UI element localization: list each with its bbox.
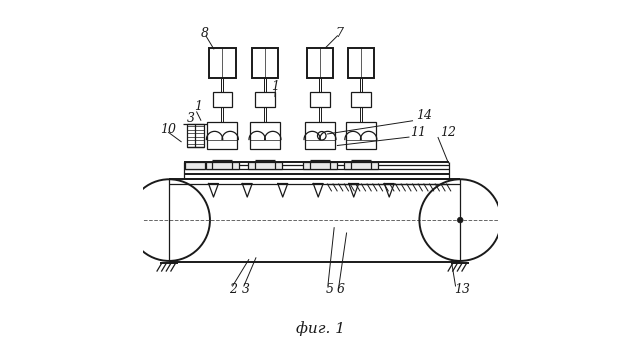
Text: 3: 3 — [242, 283, 250, 296]
Bar — [221, 78, 223, 92]
Text: 6: 6 — [337, 283, 345, 296]
Bar — [360, 78, 362, 92]
Bar — [185, 162, 205, 169]
Bar — [209, 48, 236, 78]
Bar — [303, 162, 337, 169]
Bar — [310, 92, 330, 106]
Text: 12: 12 — [440, 126, 456, 138]
Bar — [248, 162, 282, 169]
Bar — [207, 122, 237, 149]
Bar — [250, 122, 280, 149]
Bar — [348, 48, 374, 78]
Bar — [305, 122, 335, 149]
Bar — [307, 48, 333, 78]
Text: фиг. 1: фиг. 1 — [296, 321, 344, 336]
Bar — [252, 48, 278, 78]
Bar — [264, 78, 266, 92]
Text: 11: 11 — [410, 126, 426, 138]
Text: 7: 7 — [335, 27, 344, 40]
Text: 8: 8 — [200, 27, 209, 40]
Bar — [186, 124, 204, 147]
Text: 2: 2 — [230, 283, 237, 296]
Text: 3: 3 — [187, 113, 195, 125]
Bar — [255, 92, 275, 106]
Text: 13: 13 — [454, 283, 470, 296]
Bar — [212, 92, 232, 106]
Text: 14: 14 — [416, 109, 432, 122]
Text: 1: 1 — [194, 100, 202, 113]
Bar — [319, 78, 321, 92]
Text: 10: 10 — [160, 123, 176, 136]
Text: 5: 5 — [326, 283, 333, 296]
Circle shape — [458, 217, 463, 223]
Text: 1: 1 — [271, 81, 280, 93]
Bar — [351, 92, 371, 106]
Bar — [205, 162, 239, 169]
Bar — [344, 162, 378, 169]
Bar — [346, 122, 376, 149]
